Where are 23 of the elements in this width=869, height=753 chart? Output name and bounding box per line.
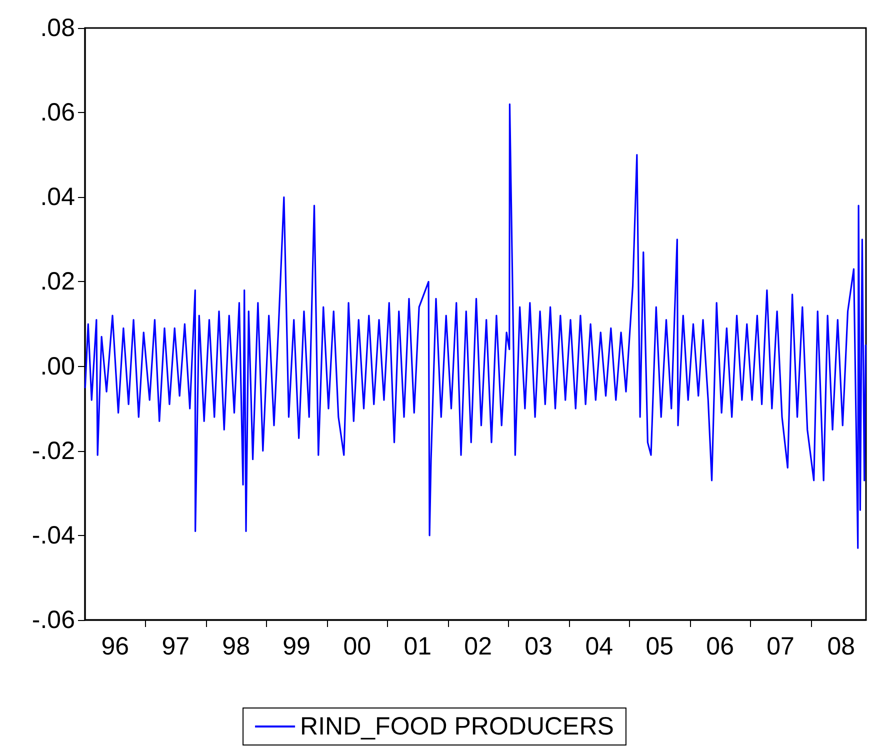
x-tick-label: 96: [101, 632, 130, 660]
y-tick-label: -.06: [32, 606, 75, 634]
x-tick-label: 01: [404, 632, 432, 660]
y-tick-label: .02: [40, 268, 75, 296]
x-tick-label: 03: [524, 632, 552, 660]
y-tick-label: -.02: [32, 436, 75, 465]
x-tick-label: 05: [646, 632, 674, 660]
y-tick-label: .08: [40, 14, 75, 42]
x-tick-label: 02: [464, 632, 492, 660]
y-tick-label: .06: [40, 98, 75, 127]
y-tick-label: .00: [40, 352, 75, 380]
x-tick-label: 08: [827, 632, 856, 660]
x-tick-label: 06: [706, 632, 734, 660]
x-tick-label: 99: [282, 632, 310, 660]
y-tick-label: .04: [40, 183, 76, 212]
x-tick-label: 04: [585, 632, 614, 660]
x-tick-label: 00: [343, 632, 372, 660]
legend-label: RIND_FOOD PRODUCERS: [300, 712, 614, 740]
x-tick-label: 98: [222, 632, 250, 660]
y-tick-label: -.04: [32, 521, 76, 550]
x-tick-label: 07: [766, 632, 794, 660]
line-series: [84, 103, 866, 549]
x-tick-label: 97: [162, 632, 190, 660]
